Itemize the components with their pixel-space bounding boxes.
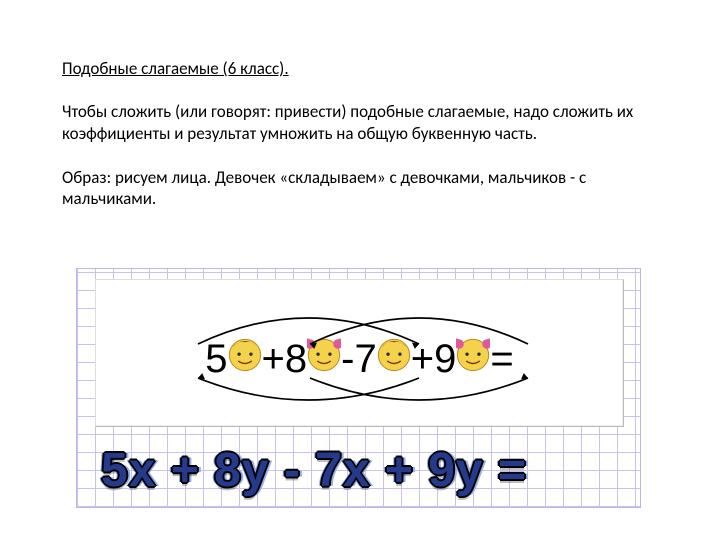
equation-panel: 5 +8 -7 +9 = <box>95 279 624 427</box>
coefficient: 5 <box>205 339 227 379</box>
operator: + <box>411 339 434 379</box>
boy-face-icon <box>228 337 262 382</box>
face-equation: 5 +8 -7 +9 = <box>96 335 623 382</box>
paragraph-2: Образ: рисуем лица. Девочек «складываем»… <box>62 167 658 211</box>
paragraph-1: Чтобы сложить (или говорят: привести) по… <box>62 101 658 145</box>
operator: = <box>490 339 513 379</box>
coefficient: 9 <box>434 339 456 379</box>
girl-face-icon <box>307 337 341 382</box>
algebraic-expression: 5x + 8y - 7x + 9y = <box>101 443 656 498</box>
coefficient: 7 <box>354 339 376 379</box>
title: Подобные слагаемые (6 класс). <box>62 58 658 79</box>
text-block: Подобные слагаемые (6 класс). Чтобы слож… <box>0 0 720 210</box>
girl-face-icon <box>456 337 490 382</box>
operator: + <box>262 339 285 379</box>
operator: - <box>341 339 354 379</box>
boy-face-icon <box>377 337 411 382</box>
expression-text: 5x + 8y - 7x + 9y = <box>101 444 527 497</box>
coefficient: 8 <box>285 339 307 379</box>
figure-grid-background: 5 +8 -7 +9 = <box>76 268 641 508</box>
